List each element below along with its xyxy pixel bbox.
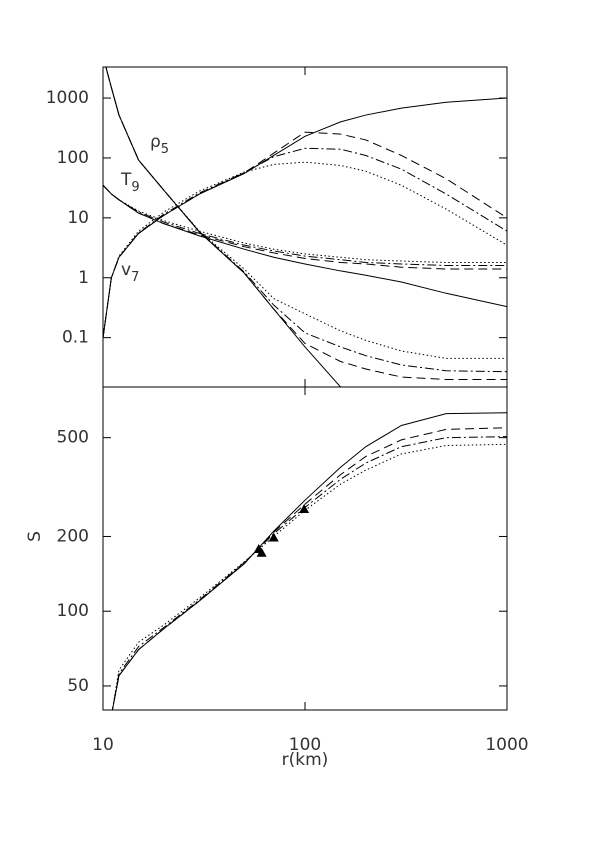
curve: [105, 67, 341, 387]
plot-frame: [102, 386, 508, 711]
curve: [105, 67, 507, 359]
y-tick-label: 500: [57, 428, 89, 448]
x-axis-label: r(km): [282, 750, 329, 770]
curve-label: ρ5: [150, 132, 169, 157]
curve: [103, 184, 507, 263]
y-tick-label: 200: [57, 526, 89, 546]
curve: [103, 184, 507, 270]
curve: [103, 161, 507, 338]
label-subscript: 5: [161, 142, 169, 157]
curve: [111, 427, 507, 710]
y-tick-label: 1000: [46, 88, 89, 108]
curve-label: T9: [120, 170, 140, 195]
x-tick-label: 10: [92, 735, 114, 755]
curve: [111, 412, 507, 710]
curve: [103, 97, 507, 338]
triangle-marker: [256, 547, 267, 557]
curve: [103, 147, 507, 338]
curve: [103, 131, 507, 338]
triangle-marker: [299, 504, 310, 514]
plot-area: [103, 67, 507, 387]
x-tick-label: 1000: [485, 735, 528, 755]
label-symbol: ρ: [150, 132, 161, 152]
plot-frame: [102, 66, 508, 388]
curve: [105, 67, 507, 381]
curve: [111, 436, 507, 710]
curve-label: v7: [121, 260, 139, 285]
plot-area: [111, 412, 507, 710]
label-symbol: T: [120, 170, 132, 190]
triangle-marker: [268, 532, 279, 542]
curve: [111, 443, 507, 710]
y-tick-label: 1: [78, 268, 89, 288]
x-tick-label: 100: [289, 735, 321, 755]
label-subscript: 9: [131, 180, 139, 195]
curve: [103, 184, 507, 308]
y-axis-label: S: [25, 531, 45, 542]
y-tick-label: 100: [57, 148, 89, 168]
curve: [103, 184, 507, 267]
y-tick-label: 50: [67, 676, 89, 696]
label-subscript: 7: [131, 270, 139, 285]
y-tick-label: 0.1: [62, 328, 89, 348]
y-tick-label: 100: [57, 601, 89, 621]
y-tick-label: 10: [67, 208, 89, 228]
label-symbol: v: [121, 260, 131, 280]
